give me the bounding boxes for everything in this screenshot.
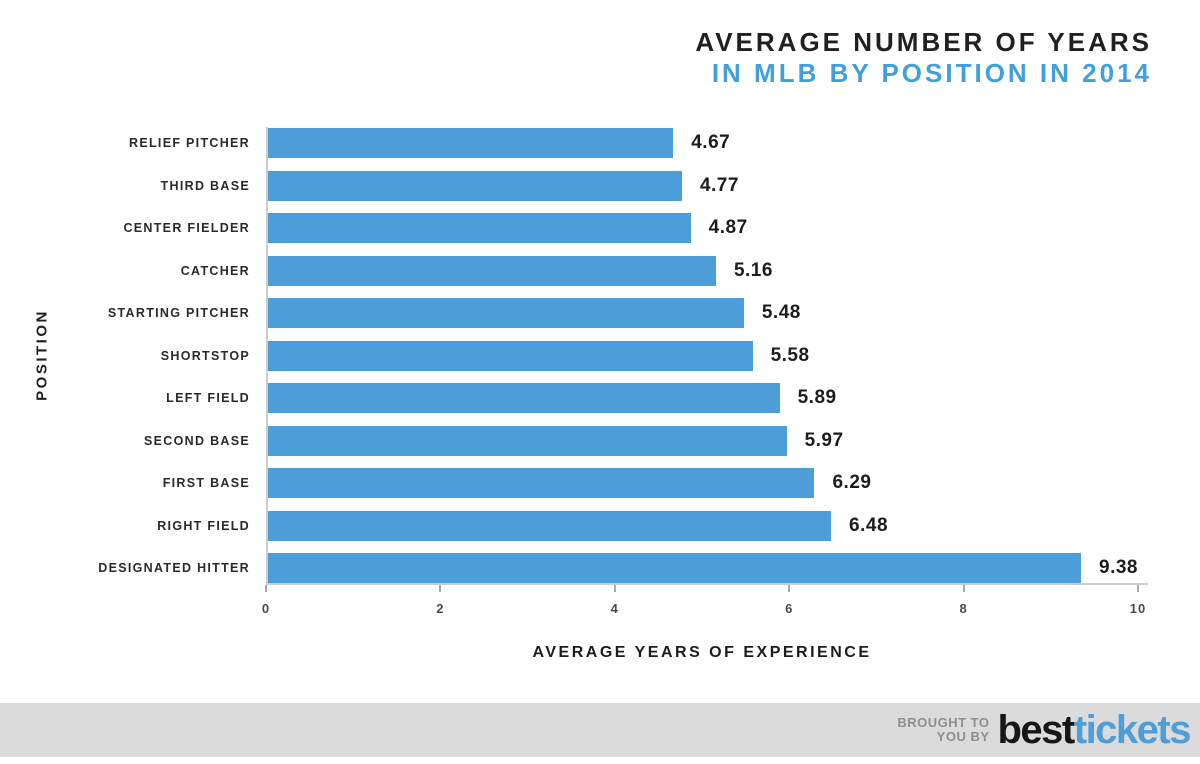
chart-row: LEFT FIELD 5.89 xyxy=(0,383,1138,413)
category-label: FIRST BASE xyxy=(162,476,250,490)
bar-track: 5.97 xyxy=(266,425,1138,456)
bar xyxy=(266,468,815,498)
value-label: 5.97 xyxy=(804,429,844,451)
category-label: SHORTSTOP xyxy=(160,348,250,363)
value-label: 4.67 xyxy=(691,132,731,153)
bar xyxy=(266,255,716,286)
x-tick-mark xyxy=(613,585,616,592)
bar xyxy=(266,298,744,328)
bar xyxy=(266,425,787,456)
bar-track: 9.38 xyxy=(266,553,1138,583)
chart-row: CATCHER 5.16 xyxy=(0,255,1138,286)
category-label: STARTING PITCHER xyxy=(107,306,250,320)
value-label: 5.89 xyxy=(797,387,837,408)
chart-row: FIRST BASE 6.29 xyxy=(0,468,1138,498)
bar xyxy=(266,510,832,541)
footer-bar: BROUGHT TO YOU BY besttickets xyxy=(0,703,1200,757)
category-label: RIGHT FIELD xyxy=(157,518,250,533)
value-label: 5.48 xyxy=(761,302,801,323)
value-label: 4.87 xyxy=(708,217,748,238)
category-label: THIRD BASE xyxy=(160,178,250,193)
bar-track: 4.77 xyxy=(266,170,1138,201)
chart-row: DESIGNATED HITTER 9.38 xyxy=(0,553,1138,583)
chart-row: CENTER FIELDER 4.87 xyxy=(0,213,1138,243)
x-tick-mark xyxy=(1136,585,1139,592)
chart-row: STARTING PITCHER 5.48 xyxy=(0,298,1138,328)
bar xyxy=(266,128,674,158)
x-tick-label: 4 xyxy=(610,601,619,616)
bar xyxy=(266,553,1082,583)
chart-row: RIGHT FIELD 6.48 xyxy=(0,510,1138,541)
bar-track: 5.58 xyxy=(266,340,1138,371)
bar-track: 6.29 xyxy=(266,468,1138,498)
x-tick-mark xyxy=(439,585,442,592)
x-tick-label: 0 xyxy=(261,601,271,616)
category-label: CATCHER xyxy=(180,263,250,278)
value-label: 5.16 xyxy=(733,259,773,281)
chart-row: SHORTSTOP 5.58 xyxy=(0,340,1138,371)
brand-logo-tickets: tickets xyxy=(1073,708,1192,752)
brand-logo: besttickets xyxy=(997,703,1192,757)
x-tick-mark xyxy=(962,585,965,592)
bar-track: 5.89 xyxy=(266,383,1138,413)
x-tick-mark xyxy=(265,585,267,592)
bar xyxy=(266,383,780,413)
x-tick-label: 6 xyxy=(785,601,794,616)
bar-chart: RELIEF PITCHER 4.67 THIRD BASE 4.77 CENTER F… xyxy=(0,128,1138,583)
brand-logo-best: best xyxy=(997,708,1076,752)
category-label: LEFT FIELD xyxy=(166,391,250,405)
chart-row: THIRD BASE 4.77 xyxy=(0,170,1138,201)
chart-title-line2: IN MLB BY POSITION IN 2014 xyxy=(711,58,1152,88)
x-tick-label: 2 xyxy=(436,601,445,616)
bar xyxy=(266,213,691,243)
bar xyxy=(266,340,753,371)
x-axis-ticks: 0 2 4 6 8 10 xyxy=(262,601,1145,617)
x-tick-label: 8 xyxy=(959,601,968,616)
chart-title: AVERAGE NUMBER OF YEARS IN MLB BY POSITI… xyxy=(695,27,1152,89)
chart-row: RELIEF PITCHER 4.67 xyxy=(0,128,1138,158)
x-axis-title: AVERAGE YEARS OF EXPERIENCE xyxy=(532,644,872,661)
bar-track: 4.87 xyxy=(266,213,1138,243)
category-label: RELIEF PITCHER xyxy=(129,136,250,150)
x-tick-label: 10 xyxy=(1129,601,1147,616)
value-label: 9.38 xyxy=(1099,557,1138,578)
bar-track: 6.48 xyxy=(266,510,1138,541)
y-axis-line xyxy=(266,127,268,585)
bar xyxy=(266,170,682,201)
chart-row: SECOND BASE 5.97 xyxy=(0,425,1138,456)
footer-tagline: BROUGHT TO YOU BY xyxy=(897,716,989,744)
footer-tagline-line2: YOU BY xyxy=(936,729,990,744)
bar-track: 5.16 xyxy=(266,255,1138,286)
category-label: CENTER FIELDER xyxy=(123,221,250,235)
category-label: DESIGNATED HITTER xyxy=(98,561,250,575)
bar-track: 5.48 xyxy=(266,298,1138,328)
category-label: SECOND BASE xyxy=(144,433,250,448)
footer-tagline-line1: BROUGHT TO xyxy=(897,715,990,730)
value-label: 4.77 xyxy=(699,174,739,196)
x-tick-mark xyxy=(788,585,791,592)
bar-track: 4.67 xyxy=(266,128,1138,158)
x-axis-line xyxy=(265,583,1148,592)
value-label: 6.48 xyxy=(849,514,889,536)
chart-title-line1: AVERAGE NUMBER OF YEARS xyxy=(695,27,1152,57)
value-label: 6.29 xyxy=(832,472,872,493)
value-label: 5.58 xyxy=(770,344,810,366)
